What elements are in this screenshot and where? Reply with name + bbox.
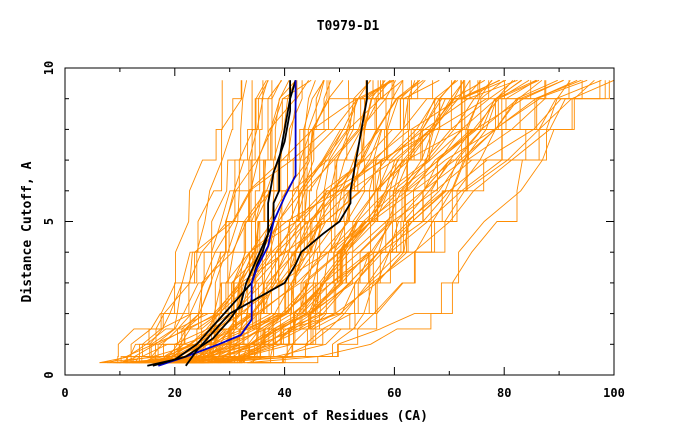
model-line [99,79,500,364]
model-line [150,80,273,364]
x-axis-label: Percent of Residues (CA) [240,409,428,424]
chart-title: T0979-D1 [317,19,380,34]
model-line [207,80,547,364]
model-line [173,79,582,364]
model-line [247,80,416,364]
model-line [186,80,282,364]
model-line [120,80,242,364]
model-line [165,79,537,364]
highlight-blue-line [158,80,297,367]
model-line [188,80,479,363]
plot-series-group [99,79,615,367]
model-line [107,80,505,364]
highlight-black-line [185,80,368,367]
model-line [122,80,465,364]
model-line [169,80,471,364]
model-line [211,80,303,363]
model-line [124,80,223,364]
model-line [246,80,462,364]
model-line [139,79,578,364]
y-tick-label: 0 [42,371,56,378]
x-tick-label: 100 [603,386,625,400]
highlight-black-line [152,80,292,367]
x-tick-label: 60 [387,386,401,400]
model-line [144,79,543,364]
model-line [211,79,595,364]
model-line [248,80,367,364]
x-tick-label: 80 [497,386,511,400]
model-line [202,80,381,364]
model-line [166,79,297,364]
model-line [130,80,243,363]
model-line [186,80,371,364]
model-line [145,79,459,364]
model-line [141,80,324,364]
model-line [248,80,328,364]
x-tick-label: 0 [61,386,68,400]
y-tick-label: 5 [42,218,56,225]
y-tick-label: 10 [42,61,56,75]
x-tick-label: 20 [168,386,182,400]
model-line [220,80,283,364]
y-axis-label: Distance Cutoff, A [20,161,35,302]
model-line [154,79,312,363]
model-line [219,80,610,364]
model-line [160,80,571,364]
x-tick-label: 40 [277,386,291,400]
axis-ticks: 0 20 40 60 80 100 0 5 10 [42,61,625,400]
